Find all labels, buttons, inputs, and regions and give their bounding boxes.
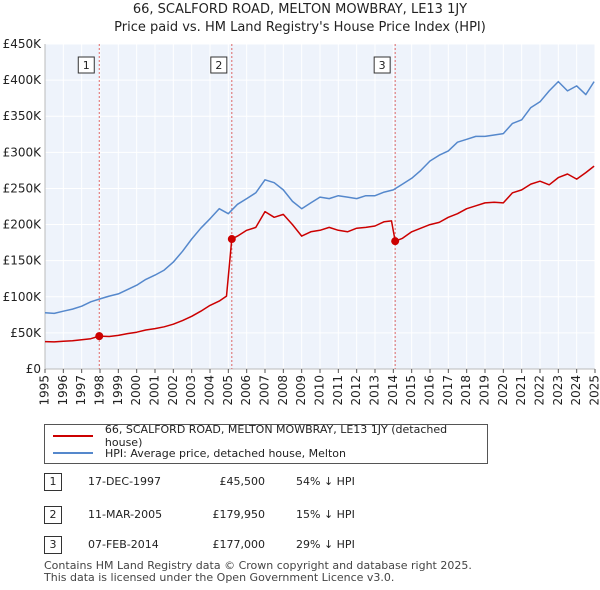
x-tick-label: 2017	[441, 375, 455, 406]
sale-point	[95, 332, 104, 341]
x-tick-label: 2003	[184, 375, 198, 406]
x-tick-label: 2016	[423, 375, 437, 406]
y-tick-label: £450K	[3, 37, 43, 51]
sale-points	[95, 235, 400, 341]
x-tick-label: 2021	[514, 375, 528, 406]
x-tick-label: 1997	[74, 375, 88, 406]
footer-licence: This data is licensed under the Open Gov…	[44, 571, 395, 584]
sale-marker-label: 1	[83, 59, 90, 72]
sale-marker-box	[77, 56, 95, 74]
sale-point	[227, 235, 236, 244]
x-tick-label: 2008	[276, 375, 290, 406]
series-lines	[44, 80, 595, 343]
x-tick-label: 2020	[496, 375, 510, 406]
grid	[44, 43, 596, 370]
y-tick-label: £300K	[3, 145, 43, 159]
x-tick-label: 2018	[459, 375, 473, 406]
x-tick-label: 2024	[569, 375, 583, 406]
x-tick-label: 1995	[38, 375, 52, 406]
sale-marker-box	[373, 56, 391, 74]
x-tick-label: 1998	[93, 375, 107, 406]
sale-price: £179,950	[212, 508, 266, 521]
sale-number: 3	[44, 536, 62, 554]
x-tick-label: 2006	[239, 375, 253, 406]
x-tick-label: 2022	[533, 375, 547, 406]
sale-price: £45,500	[219, 475, 266, 488]
chart-subtitle: Price paid vs. HM Land Registry's House …	[114, 20, 486, 35]
sale-row: 2 11-MAR-2005 £179,950 15% ↓ HPI	[44, 506, 444, 526]
x-tick-label: 2012	[349, 375, 363, 406]
sale-date: 07-FEB-2014	[88, 538, 159, 551]
y-tick-label: £100K	[3, 290, 43, 304]
sale-row: 1 17-DEC-1997 £45,500 54% ↓ HPI	[44, 473, 444, 493]
legend-swatch-red	[53, 435, 93, 437]
x-tick-label: 2014	[386, 375, 400, 406]
price-chart: 1995 1996 1997 1998 1999 2000 2001 2002 2003 2004…	[3, 37, 600, 406]
x-tick-label: 2010	[313, 375, 327, 406]
sale-hpi-diff: 29% ↓ HPI	[296, 538, 355, 551]
x-tick-label: 2015	[404, 375, 418, 406]
x-tick-label: 2001	[148, 375, 162, 406]
sale-hpi-diff: 15% ↓ HPI	[296, 508, 355, 521]
y-tick-label: £250K	[3, 181, 43, 195]
sale-marker-label: 3	[379, 59, 386, 72]
x-tick-label: 2013	[368, 375, 382, 406]
sale-number: 2	[44, 506, 62, 524]
legend-entry-hpi: HPI: Average price, detached house, Melt…	[53, 445, 346, 461]
sale-number: 1	[44, 473, 62, 491]
sale-marker-label: 2	[215, 59, 222, 72]
x-tick-label: 1999	[111, 375, 125, 406]
sale-markers: 1 2 3	[77, 44, 396, 369]
legend-swatch-blue	[53, 452, 93, 454]
x-tick-label: 2004	[203, 375, 217, 406]
y-tick-label: £400K	[3, 73, 43, 87]
y-axis: £0 £50K £100K £150K £200K £250K £300K £350K £400…	[3, 37, 43, 376]
price-paid-line	[44, 165, 595, 343]
legend-label-property: 66, SCALFORD ROAD, MELTON MOWBRAY, LE13 …	[104, 423, 448, 449]
sale-hpi-diff: 54% ↓ HPI	[296, 475, 355, 488]
chart-title: 66, SCALFORD ROAD, MELTON MOWBRAY, LE13 …	[132, 2, 468, 17]
x-tick-label: 1996	[56, 375, 70, 406]
sale-marker-box	[210, 56, 228, 74]
x-tick-label: 2025	[588, 375, 600, 406]
legend-entry-property: 66, SCALFORD ROAD, MELTON MOWBRAY, LE13 …	[53, 423, 487, 449]
y-tick-label: £200K	[3, 218, 43, 232]
sale-date: 11-MAR-2005	[88, 508, 163, 521]
sale-price: £177,000	[212, 538, 266, 551]
y-tick-label: £150K	[3, 254, 43, 268]
x-tick-label: 2002	[166, 375, 180, 406]
x-tick-label: 2023	[551, 375, 565, 406]
hpi-line	[44, 80, 595, 315]
x-tick-label: 2019	[478, 375, 492, 406]
x-tick-label: 2007	[258, 375, 272, 406]
legend: 66, SCALFORD ROAD, MELTON MOWBRAY, LE13 …	[44, 423, 488, 464]
legend-label-hpi: HPI: Average price, detached house, Melt…	[105, 446, 346, 460]
x-axis: 1995 1996 1997 1998 1999 2000 2001 2002 2003 2004…	[38, 369, 600, 406]
footer-copyright: Contains HM Land Registry data © Crown c…	[44, 559, 472, 572]
x-tick-label: 2011	[331, 375, 345, 406]
x-tick-label: 2005	[221, 375, 235, 406]
sale-row: 3 07-FEB-2014 £177,000 29% ↓ HPI	[44, 536, 444, 556]
sale-point	[391, 237, 400, 246]
sale-date: 17-DEC-1997	[88, 475, 162, 488]
y-tick-label: £50K	[10, 326, 42, 340]
y-tick-label: £350K	[3, 109, 43, 123]
x-tick-label: 2009	[294, 375, 308, 406]
y-tick-label: £0	[26, 362, 41, 376]
footer: Contains HM Land Registry data © Crown c…	[44, 560, 472, 584]
x-tick-label: 2000	[129, 375, 143, 406]
